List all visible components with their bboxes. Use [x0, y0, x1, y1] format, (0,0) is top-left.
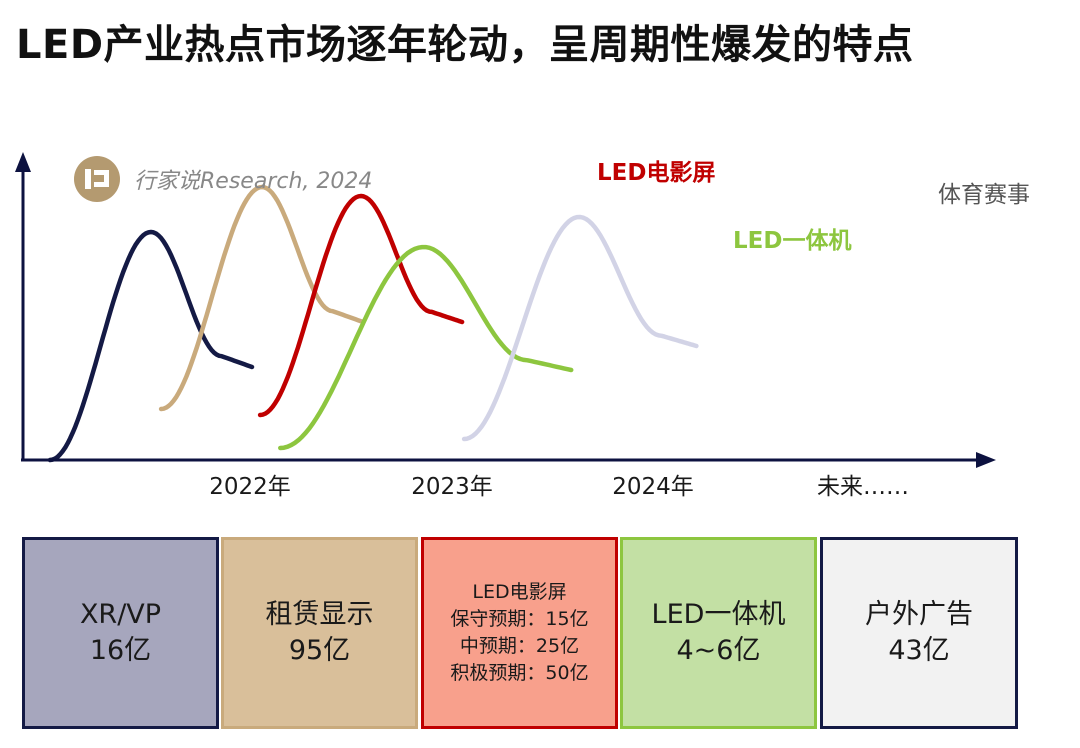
market-box-3: LED电影屏 保守预期：15亿 中预期：25亿 积极预期：50亿: [421, 537, 618, 729]
cycle-chart: 2022年 2023年 2024年 未来…… LED电影屏 LED一体机 体育赛事: [15, 152, 1030, 500]
market-box-line: 积极预期：50亿: [450, 662, 589, 684]
series-curve-2: [158, 184, 366, 412]
market-box-line: 户外广告: [865, 599, 973, 630]
x-tick-label: 2022年: [209, 474, 291, 500]
market-box-line: 16亿: [89, 635, 152, 666]
series-curve-3: [257, 193, 465, 418]
page-title: LED产业热点市场逐年轮动，呈周期性爆发的特点: [16, 22, 914, 68]
market-box-line: LED一体机: [651, 599, 786, 630]
market-box-line: 保守预期：15亿: [450, 608, 589, 630]
market-box-line: 4~6亿: [676, 635, 761, 666]
series-curve-4: [278, 244, 574, 451]
market-box-line: 43亿: [888, 635, 950, 666]
series-label-3: LED电影屏: [597, 160, 715, 186]
x-axis-arrow-icon: [976, 452, 996, 468]
axes: [15, 152, 996, 468]
market-box-line: 95亿: [288, 635, 351, 666]
curves-layer: [47, 184, 699, 463]
series-curve-1: [47, 229, 255, 463]
y-axis-arrow-icon: [15, 152, 31, 172]
series-curve-5: [461, 214, 699, 442]
market-box-line: LED电影屏: [472, 581, 567, 603]
market-box-5: 户外广告 43亿: [820, 537, 1018, 729]
market-box-line: 租赁显示: [265, 599, 374, 630]
x-tick-label: 2023年: [411, 474, 493, 500]
market-box-2: 租赁显示 95亿: [221, 537, 418, 729]
watermark: 行家说Research, 2024: [74, 156, 372, 202]
market-box-1: XR/VP 16亿: [22, 537, 219, 729]
series-label-4: LED一体机: [733, 228, 851, 254]
market-box-4: LED一体机 4~6亿: [620, 537, 817, 729]
hangjiashuo-logo-icon: [74, 156, 120, 202]
market-box-line: 中预期：25亿: [459, 635, 580, 657]
x-tick-label: 未来……: [817, 474, 909, 500]
series-labels: LED电影屏 LED一体机 体育赛事: [597, 160, 1030, 254]
market-box-line: XR/VP: [79, 599, 162, 630]
watermark-text: 行家说Research, 2024: [134, 169, 373, 194]
series-label-5: 体育赛事: [938, 182, 1030, 208]
x-tick-label: 2024年: [612, 474, 694, 500]
x-tick-labels: 2022年 2023年 2024年 未来……: [209, 474, 909, 500]
